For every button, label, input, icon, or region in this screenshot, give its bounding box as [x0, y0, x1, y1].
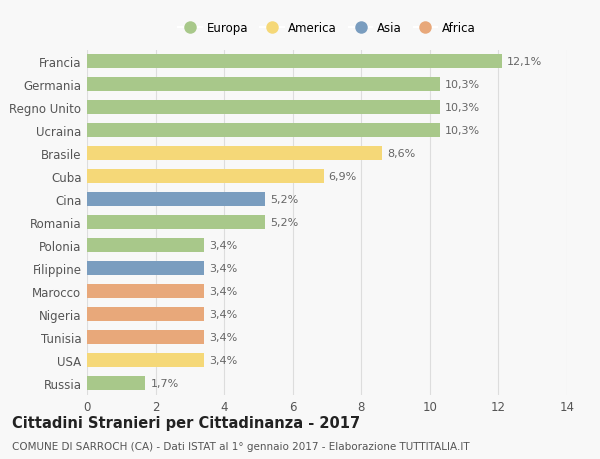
Bar: [87, 169, 323, 184]
Text: 3,4%: 3,4%: [209, 286, 237, 297]
Text: 10,3%: 10,3%: [445, 80, 481, 90]
Bar: [87, 55, 502, 69]
Bar: [87, 146, 382, 161]
Text: Cittadini Stranieri per Cittadinanza - 2017: Cittadini Stranieri per Cittadinanza - 2…: [12, 415, 360, 431]
Bar: [87, 123, 440, 138]
Text: 3,4%: 3,4%: [209, 332, 237, 342]
Text: 8,6%: 8,6%: [387, 149, 415, 159]
Text: 10,3%: 10,3%: [445, 126, 481, 136]
Text: 3,4%: 3,4%: [209, 355, 237, 365]
Text: 3,4%: 3,4%: [209, 263, 237, 274]
Text: 5,2%: 5,2%: [271, 218, 299, 228]
Bar: [87, 308, 203, 321]
Bar: [87, 376, 145, 390]
Bar: [87, 330, 203, 344]
Text: 3,4%: 3,4%: [209, 241, 237, 251]
Bar: [87, 261, 203, 275]
Text: 12,1%: 12,1%: [507, 57, 542, 67]
Bar: [87, 101, 440, 115]
Bar: [87, 215, 265, 230]
Bar: [87, 353, 203, 367]
Text: 3,4%: 3,4%: [209, 309, 237, 319]
Bar: [87, 78, 440, 92]
Text: 5,2%: 5,2%: [271, 195, 299, 205]
Text: COMUNE DI SARROCH (CA) - Dati ISTAT al 1° gennaio 2017 - Elaborazione TUTTITALIA: COMUNE DI SARROCH (CA) - Dati ISTAT al 1…: [12, 441, 470, 451]
Bar: [87, 284, 203, 298]
Bar: [87, 193, 265, 207]
Text: 1,7%: 1,7%: [151, 378, 179, 388]
Text: 10,3%: 10,3%: [445, 103, 481, 113]
Text: 6,9%: 6,9%: [329, 172, 357, 182]
Legend: Europa, America, Asia, Africa: Europa, America, Asia, Africa: [176, 20, 478, 38]
Bar: [87, 239, 203, 252]
